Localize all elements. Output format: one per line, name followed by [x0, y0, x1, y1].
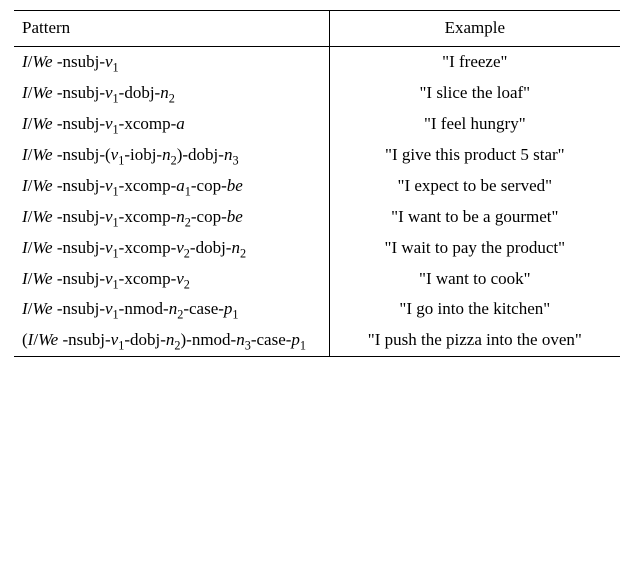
pattern-cell: I/We -nsubj-v1-xcomp-n2-cop-be	[14, 202, 329, 233]
pattern-example-table: Pattern Example I/We -nsubj-v1"I freeze"…	[14, 10, 620, 357]
pattern-cell: I/We -nsubj-v1-xcomp-v2	[14, 264, 329, 295]
pattern-cell: I/We -nsubj-v1	[14, 46, 329, 77]
example-cell: "I slice the loaf"	[329, 78, 620, 109]
example-cell: "I want to cook"	[329, 264, 620, 295]
table-row: I/We -nsubj-v1-xcomp-a"I feel hungry"	[14, 109, 620, 140]
table-row: I/We -nsubj-(v1-iobj-n2)-dobj-n3"I give …	[14, 140, 620, 171]
example-cell: "I push the pizza into the oven"	[329, 325, 620, 356]
table-row: I/We -nsubj-v1-xcomp-v2-dobj-n2"I wait t…	[14, 233, 620, 264]
pattern-cell: I/We -nsubj-v1-xcomp-a1-cop-be	[14, 171, 329, 202]
pattern-cell: I/We -nsubj-v1-xcomp-a	[14, 109, 329, 140]
col-header-example: Example	[329, 11, 620, 47]
table-row: I/We -nsubj-v1-dobj-n2"I slice the loaf"	[14, 78, 620, 109]
table-row: I/We -nsubj-v1"I freeze"	[14, 46, 620, 77]
col-header-pattern: Pattern	[14, 11, 329, 47]
table-row: I/We -nsubj-v1-xcomp-n2-cop-be"I want to…	[14, 202, 620, 233]
example-cell: "I expect to be served"	[329, 171, 620, 202]
pattern-cell: (I/We -nsubj-v1-dobj-n2)-nmod-n3-case-p1	[14, 325, 329, 356]
pattern-cell: I/We -nsubj-v1-xcomp-v2-dobj-n2	[14, 233, 329, 264]
table-row: I/We -nsubj-v1-xcomp-v2"I want to cook"	[14, 264, 620, 295]
pattern-cell: I/We -nsubj-(v1-iobj-n2)-dobj-n3	[14, 140, 329, 171]
table-row: I/We -nsubj-v1-xcomp-a1-cop-be"I expect …	[14, 171, 620, 202]
example-cell: "I give this product 5 star"	[329, 140, 620, 171]
example-cell: "I go into the kitchen"	[329, 294, 620, 325]
table-row: (I/We -nsubj-v1-dobj-n2)-nmod-n3-case-p1…	[14, 325, 620, 356]
table-body: Pattern Example I/We -nsubj-v1"I freeze"…	[14, 11, 620, 357]
example-cell: "I feel hungry"	[329, 109, 620, 140]
header-row: Pattern Example	[14, 11, 620, 47]
pattern-cell: I/We -nsubj-v1-nmod-n2-case-p1	[14, 294, 329, 325]
example-cell: "I freeze"	[329, 46, 620, 77]
example-cell: "I wait to pay the product"	[329, 233, 620, 264]
table-figure: Pattern Example I/We -nsubj-v1"I freeze"…	[0, 0, 634, 367]
pattern-cell: I/We -nsubj-v1-dobj-n2	[14, 78, 329, 109]
table-row: I/We -nsubj-v1-nmod-n2-case-p1"I go into…	[14, 294, 620, 325]
example-cell: "I want to be a gourmet"	[329, 202, 620, 233]
